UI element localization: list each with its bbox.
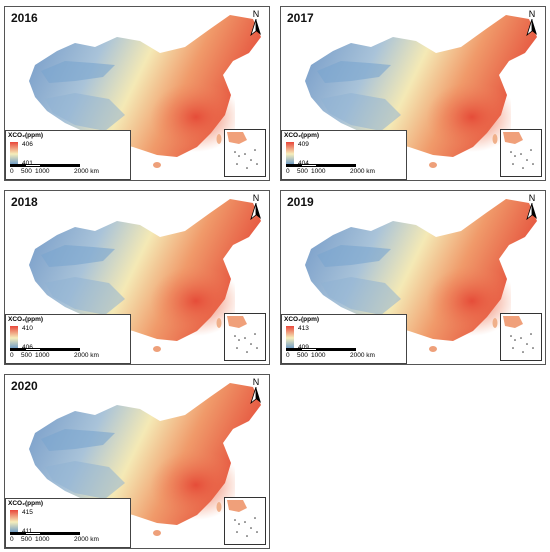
south-china-sea-inset — [224, 497, 266, 545]
legend-high-value: 409 — [298, 141, 309, 148]
china-map — [29, 383, 261, 536]
map-panel: 2019 N XCO₂(ppm) 413 409 0 500 1000 2000… — [280, 190, 546, 365]
desert-band — [41, 245, 115, 267]
map-panel: 2018 N XCO₂(ppm) 410 406 0 500 1000 2000… — [4, 190, 270, 365]
legend-high-value: 415 — [22, 509, 33, 516]
north-label: N — [528, 193, 536, 203]
south-china-sea-inset — [224, 313, 266, 361]
scale-bar: 0 500 1000 2000 km — [286, 164, 404, 176]
hainan-island — [429, 162, 437, 168]
desert-band — [41, 429, 115, 451]
legend-box: XCO₂(ppm) 413 409 0 500 1000 2000 km — [281, 314, 407, 364]
taiwan-island — [216, 318, 222, 328]
legend-color-ramp — [10, 142, 18, 166]
legend-title: XCO₂(ppm) — [8, 316, 44, 323]
china-map — [29, 199, 261, 352]
hainan-island — [429, 346, 437, 352]
north-arrow: N — [525, 193, 539, 221]
north-arrow: N — [249, 377, 263, 405]
hainan-island — [153, 530, 161, 536]
map-panel: 2020 N XCO₂(ppm) 415 411 0 500 1000 2000… — [4, 374, 270, 549]
map-panel: 2016 N XCO₂(ppm) 406 401 0 500 1000 2000… — [4, 6, 270, 181]
legend-box: XCO₂(ppm) 415 411 0 500 1000 2000 km — [5, 498, 131, 548]
north-arrow: N — [249, 193, 263, 221]
north-arrow-icon — [250, 18, 261, 37]
legend-low-value: 411 — [22, 528, 32, 535]
scale-bar: 0 500 1000 2000 km — [10, 532, 128, 544]
north-arrow-icon — [526, 202, 537, 221]
legend-box: XCO₂(ppm) 406 401 0 500 1000 2000 km — [5, 130, 131, 180]
north-arrow: N — [249, 9, 263, 37]
hainan-island — [153, 346, 161, 352]
china-map — [305, 199, 537, 352]
legend-low-value: 406 — [22, 344, 33, 351]
desert-band — [41, 61, 115, 83]
scale-bar: 0 500 1000 2000 km — [10, 348, 128, 360]
legend-color-ramp — [286, 326, 294, 350]
legend-title: XCO₂(ppm) — [284, 316, 320, 323]
year-label: 2019 — [287, 195, 314, 209]
north-label: N — [252, 9, 260, 19]
south-china-sea-inset — [500, 313, 542, 361]
scale-bar: 0 500 1000 2000 km — [10, 164, 128, 176]
taiwan-island — [492, 318, 498, 328]
legend-high-value: 413 — [298, 325, 309, 332]
legend-high-value: 406 — [22, 141, 33, 148]
legend-low-value: 409 — [298, 344, 309, 351]
map-panel: 2017 N XCO₂(ppm) 409 404 0 500 1000 2000… — [280, 6, 546, 181]
desert-band — [317, 245, 391, 267]
scale-bar: 0 500 1000 2000 km — [286, 348, 404, 360]
legend-title: XCO₂(ppm) — [8, 500, 44, 507]
taiwan-island — [216, 134, 222, 144]
taiwan-island — [492, 134, 498, 144]
year-label: 2020 — [11, 379, 38, 393]
north-arrow-icon — [250, 386, 261, 405]
year-label: 2017 — [287, 11, 314, 25]
legend-color-ramp — [286, 142, 294, 166]
south-china-sea-inset — [500, 129, 542, 177]
legend-low-value: 404 — [298, 160, 309, 167]
desert-band — [317, 61, 391, 83]
north-arrow-icon — [250, 202, 261, 221]
legend-color-ramp — [10, 510, 18, 534]
legend-box: XCO₂(ppm) 410 406 0 500 1000 2000 km — [5, 314, 131, 364]
north-arrow-icon — [526, 18, 537, 37]
year-label: 2016 — [11, 11, 38, 25]
north-label: N — [252, 377, 260, 387]
south-china-sea-inset — [224, 129, 266, 177]
year-label: 2018 — [11, 195, 38, 209]
taiwan-island — [216, 502, 222, 512]
legend-high-value: 410 — [22, 325, 33, 332]
legend-color-ramp — [10, 326, 18, 350]
legend-title: XCO₂(ppm) — [284, 132, 320, 139]
legend-low-value: 401 — [22, 160, 33, 167]
north-label: N — [528, 9, 536, 19]
north-arrow: N — [525, 9, 539, 37]
hainan-island — [153, 162, 161, 168]
north-label: N — [252, 193, 260, 203]
legend-title: XCO₂(ppm) — [8, 132, 44, 139]
legend-box: XCO₂(ppm) 409 404 0 500 1000 2000 km — [281, 130, 407, 180]
